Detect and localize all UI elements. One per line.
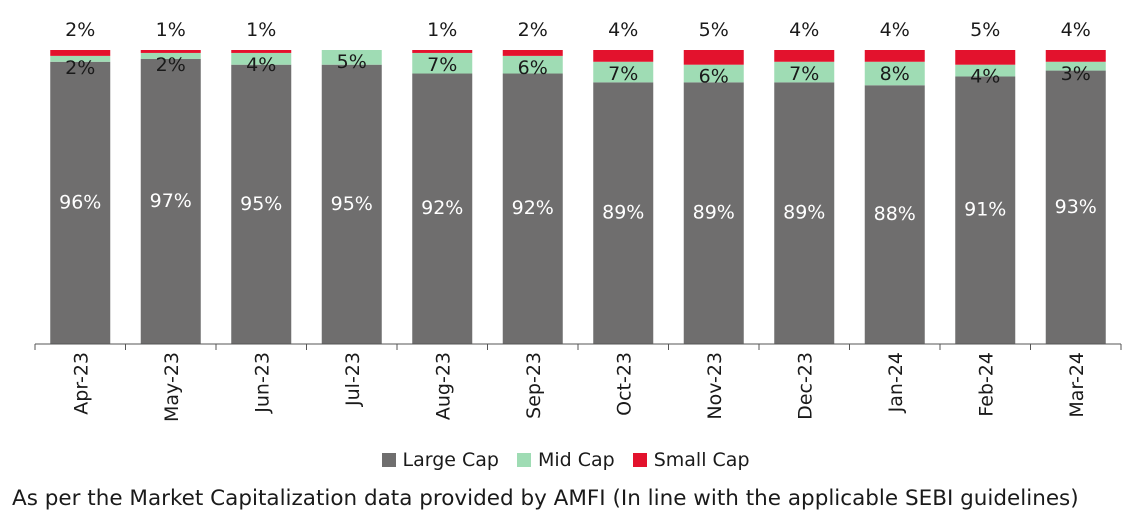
data-label-mid-cap: 8% bbox=[880, 63, 910, 85]
data-label-mid-cap: 2% bbox=[65, 57, 95, 79]
bar-large-cap bbox=[1045, 70, 1106, 344]
data-label-small-cap: 2% bbox=[518, 19, 548, 41]
x-tick-label: Nov-23 bbox=[704, 352, 726, 420]
x-tick-label: Jun-23 bbox=[251, 352, 273, 414]
bar-large-cap bbox=[683, 82, 744, 344]
legend-label-large-cap: Large Cap bbox=[402, 449, 499, 471]
bar-large-cap bbox=[774, 82, 835, 344]
x-tick-label: Apr-23 bbox=[70, 352, 92, 415]
bar-small-cap bbox=[683, 50, 744, 65]
bar-small-cap bbox=[140, 50, 201, 53]
bar-large-cap bbox=[502, 73, 563, 345]
bar-large-cap bbox=[593, 82, 654, 344]
data-label-mid-cap: 7% bbox=[427, 54, 457, 76]
legend-swatch-mid-cap bbox=[516, 453, 531, 467]
legend-label-mid-cap: Mid Cap bbox=[537, 449, 615, 471]
data-label-large-cap: 89% bbox=[783, 201, 825, 223]
bar-mid-cap bbox=[774, 61, 835, 83]
x-tick-label: May-23 bbox=[161, 352, 183, 422]
data-label-small-cap: 5% bbox=[699, 19, 729, 41]
bar-large-cap bbox=[412, 73, 473, 345]
bar-mid-cap bbox=[231, 52, 292, 65]
data-label-mid-cap: 4% bbox=[970, 66, 1000, 88]
legend-swatch-small-cap bbox=[632, 453, 647, 467]
x-tick-label: Mar-24 bbox=[1066, 352, 1088, 418]
data-label-small-cap: 4% bbox=[789, 19, 819, 41]
legend-swatch-large-cap bbox=[381, 453, 396, 467]
bar-mid-cap bbox=[412, 52, 473, 74]
data-label-large-cap: 95% bbox=[331, 193, 373, 215]
bar-small-cap bbox=[955, 50, 1016, 65]
data-label-large-cap: 93% bbox=[1055, 196, 1097, 218]
data-label-large-cap: 88% bbox=[874, 203, 916, 225]
data-label-small-cap: 2% bbox=[65, 19, 95, 41]
legend-label-small-cap: Small Cap bbox=[653, 449, 750, 471]
legend-item-mid-cap: Mid Cap bbox=[516, 449, 615, 471]
bar-small-cap bbox=[50, 50, 111, 56]
data-label-mid-cap: 6% bbox=[699, 66, 729, 88]
legend-item-small-cap: Small Cap bbox=[632, 449, 750, 471]
bar-small-cap bbox=[774, 50, 835, 62]
bar-mid-cap bbox=[502, 55, 563, 74]
bar-small-cap bbox=[412, 50, 473, 53]
data-label-small-cap: 4% bbox=[880, 19, 910, 41]
data-label-large-cap: 97% bbox=[150, 190, 192, 212]
bar-large-cap bbox=[864, 85, 925, 344]
data-label-small-cap: 1% bbox=[156, 19, 186, 41]
bar-mid-cap bbox=[1045, 61, 1106, 71]
x-tick-label: Oct-23 bbox=[613, 352, 635, 416]
x-tick-label: Feb-24 bbox=[975, 352, 997, 417]
data-label-small-cap: 4% bbox=[608, 19, 638, 41]
bar-mid-cap bbox=[50, 55, 111, 62]
x-tick-label: Sep-23 bbox=[523, 352, 545, 419]
bar-small-cap bbox=[502, 50, 563, 56]
footnote: As per the Market Capitalization data pr… bbox=[12, 486, 1079, 511]
x-tick-label: Jul-23 bbox=[342, 352, 364, 407]
data-label-mid-cap: 3% bbox=[1061, 63, 1091, 85]
bar-mid-cap bbox=[140, 52, 201, 59]
data-label-mid-cap: 5% bbox=[337, 51, 367, 73]
data-label-large-cap: 92% bbox=[421, 197, 463, 219]
data-label-mid-cap: 4% bbox=[246, 54, 276, 76]
bar-small-cap bbox=[231, 50, 292, 53]
bar-large-cap bbox=[50, 61, 111, 344]
bar-small-cap bbox=[1045, 50, 1106, 62]
legend-item-large-cap: Large Cap bbox=[381, 449, 499, 471]
data-label-large-cap: 91% bbox=[964, 199, 1006, 221]
chart-legend: Large Cap Mid Cap Small Cap bbox=[0, 449, 1131, 471]
x-tick-label: Jan-24 bbox=[885, 352, 907, 413]
x-tick-label: Dec-23 bbox=[794, 352, 816, 420]
data-label-large-cap: 89% bbox=[602, 201, 644, 223]
data-label-large-cap: 96% bbox=[59, 192, 101, 214]
bar-large-cap bbox=[321, 64, 382, 344]
bar-large-cap bbox=[140, 58, 201, 344]
data-label-mid-cap: 2% bbox=[156, 54, 186, 76]
data-label-small-cap: 1% bbox=[246, 19, 276, 41]
data-label-large-cap: 95% bbox=[240, 193, 282, 215]
data-label-mid-cap: 7% bbox=[608, 63, 638, 85]
data-label-mid-cap: 6% bbox=[518, 57, 548, 79]
data-label-mid-cap: 7% bbox=[789, 63, 819, 85]
data-label-small-cap: 1% bbox=[427, 19, 457, 41]
bar-mid-cap bbox=[683, 64, 744, 83]
data-label-large-cap: 89% bbox=[693, 201, 735, 223]
stacked-bar-chart: 96% 2% 2% Apr-23 97% 2% 1% May-23 95% 4% 1% Jun-23 9… bbox=[34, 19, 1122, 422]
bar-large-cap bbox=[231, 64, 292, 344]
bar-small-cap bbox=[593, 50, 654, 62]
bar-mid-cap bbox=[593, 61, 654, 83]
x-tick-label: Aug-23 bbox=[432, 352, 454, 420]
data-label-small-cap: 5% bbox=[970, 19, 1000, 41]
bar-large-cap bbox=[955, 76, 1016, 345]
bar-mid-cap bbox=[864, 61, 925, 86]
bar-mid-cap bbox=[321, 50, 382, 65]
data-label-small-cap: 4% bbox=[1061, 19, 1091, 41]
bar-mid-cap bbox=[955, 64, 1016, 77]
data-label-large-cap: 92% bbox=[512, 197, 554, 219]
bar-small-cap bbox=[864, 50, 925, 62]
